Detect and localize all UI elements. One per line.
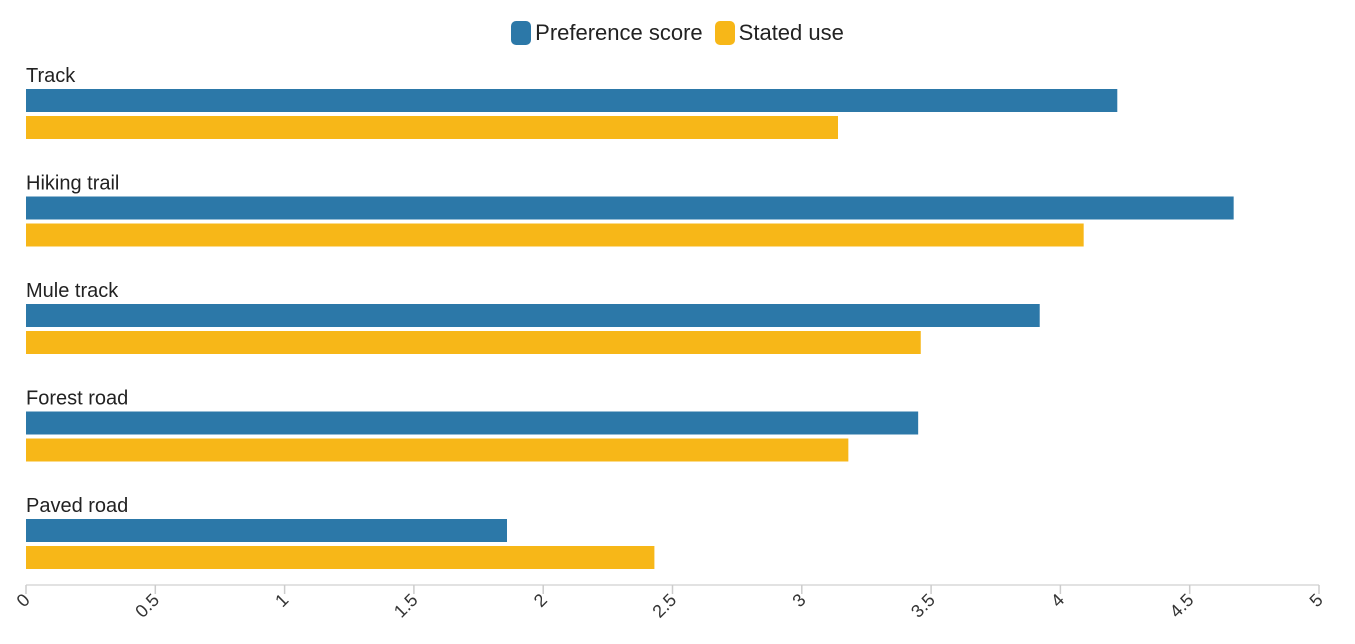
- x-tick-label: 2: [530, 590, 551, 611]
- bar-stated-use[interactable]: [26, 546, 655, 569]
- category-label: Mule track: [26, 280, 119, 302]
- category-label: Forest road: [26, 388, 128, 410]
- legend: Preference score Stated use: [0, 20, 1355, 46]
- bar-preference-score[interactable]: [26, 304, 1040, 327]
- x-tick-label: 3: [788, 590, 809, 611]
- x-tick-label: 1.5: [390, 590, 422, 622]
- x-tick-label: 4: [1047, 590, 1068, 611]
- bar-stated-use[interactable]: [26, 331, 921, 354]
- category-label: Track: [26, 65, 76, 87]
- legend-swatch-preference-score: [511, 21, 532, 45]
- bar-preference-score[interactable]: [26, 519, 507, 542]
- x-tick-label: 0.5: [131, 590, 163, 622]
- x-tick-label: 3.5: [907, 590, 939, 622]
- x-tick-label: 4.5: [1166, 590, 1198, 622]
- x-tick-label: 2.5: [648, 590, 680, 622]
- legend-label-stated-use: Stated use: [738, 20, 844, 45]
- x-tick-label: 5: [1306, 590, 1327, 611]
- category-label: Paved road: [26, 495, 128, 517]
- legend-item-preference-score[interactable]: Preference score: [511, 20, 703, 46]
- x-tick-label: 1: [271, 590, 292, 611]
- x-tick-label: 0: [13, 590, 34, 611]
- bar-preference-score[interactable]: [26, 196, 1234, 220]
- bar-stated-use[interactable]: [26, 116, 839, 139]
- legend-item-stated-use[interactable]: Stated use: [714, 20, 844, 46]
- bar-preference-score[interactable]: [26, 411, 919, 435]
- bar-stated-use[interactable]: [26, 223, 1084, 247]
- category-label: Hiking trail: [26, 173, 119, 195]
- bar-preference-score[interactable]: [26, 89, 1118, 112]
- legend-swatch-stated-use: [714, 21, 735, 45]
- bar-stated-use[interactable]: [26, 438, 849, 462]
- legend-label-preference-score: Preference score: [535, 20, 703, 45]
